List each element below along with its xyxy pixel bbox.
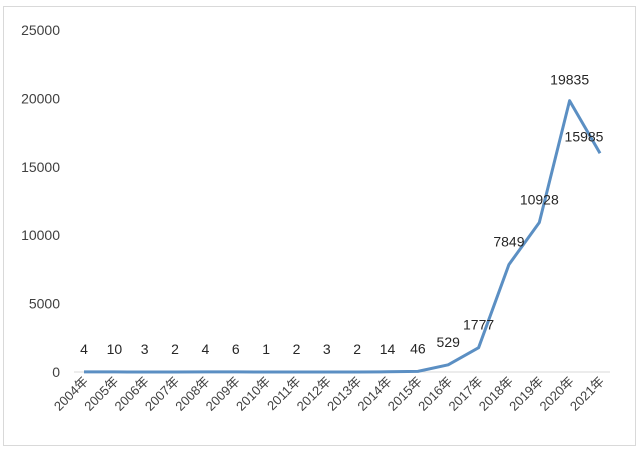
data-label: 529 [437,334,461,350]
series-line [84,99,602,374]
data-label: 15985 [565,128,604,144]
data-label: 10 [107,341,123,357]
data-label: 2 [353,341,361,357]
y-tick-label: 5000 [29,296,60,312]
data-label: 14 [380,341,396,357]
y-tick-label: 0 [52,364,60,380]
data-label: 2 [171,341,179,357]
data-label: 3 [323,341,331,357]
x-axis-ticks: 2004年2005年2006年2007年2008年2009年2010年2011年… [51,374,607,414]
data-label: 4 [80,341,88,357]
y-tick-label: 15000 [21,159,60,175]
data-label: 6 [232,341,240,357]
x-tick-label: 2010年 [233,374,273,414]
data-label: 4 [202,341,210,357]
y-tick-label: 25000 [21,22,60,38]
data-label: 1777 [463,317,494,333]
data-label: 19835 [550,72,589,88]
y-tick-label: 20000 [21,90,60,106]
data-label: 7849 [493,234,524,250]
data-label: 46 [410,340,426,356]
y-axis-ticks: 0 5000 10000 15000 20000 25000 [21,22,60,380]
data-labels: 4 10 3 2 4 6 1 2 3 2 14 46 5291777784910928198351598… [80,72,604,357]
data-label: 10928 [520,192,559,208]
data-label: 3 [141,341,149,357]
x-tick-label: 2021年 [567,374,607,414]
y-tick-label: 10000 [21,227,60,243]
data-label: 2 [293,341,301,357]
data-label: 1 [262,341,270,357]
